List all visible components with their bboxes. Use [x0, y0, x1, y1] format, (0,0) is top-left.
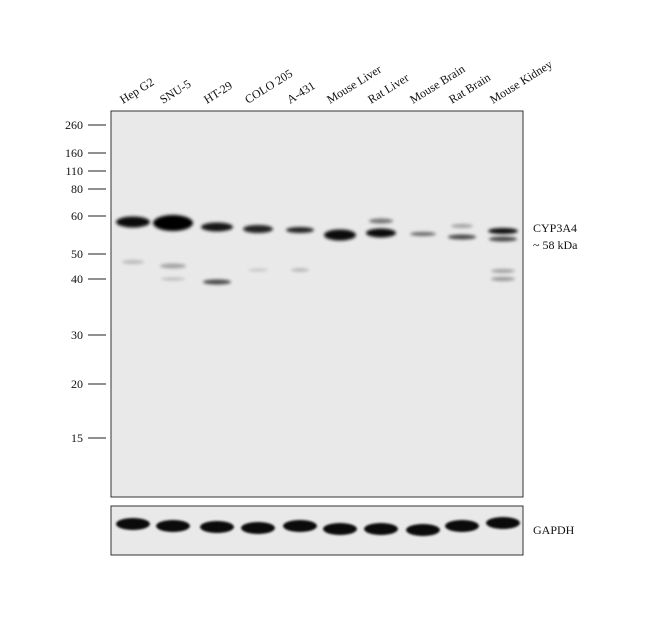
loading-control: GAPDH: [533, 523, 575, 537]
target-size: ~ 58 kDa: [533, 238, 578, 252]
band: [248, 268, 268, 272]
band: [116, 216, 150, 228]
band: [286, 227, 314, 233]
marker-label: 30: [71, 328, 83, 342]
band: [369, 218, 393, 224]
lane-label: Mouse Kidney: [487, 57, 555, 106]
gapdh-band: [406, 524, 440, 536]
band: [291, 268, 309, 272]
marker-label: 20: [71, 377, 83, 391]
marker-label: 50: [71, 247, 83, 261]
band: [451, 224, 473, 228]
gapdh-band: [486, 517, 520, 529]
lane-label: SNU-5: [157, 77, 193, 107]
band: [491, 277, 515, 281]
marker-label: 160: [65, 146, 83, 160]
target-name: CYP3A4: [533, 221, 577, 235]
gapdh-band: [116, 518, 150, 530]
band: [161, 277, 185, 281]
band: [160, 263, 186, 269]
marker-label: 40: [71, 272, 83, 286]
gapdh-band: [364, 523, 398, 535]
gapdh-band: [200, 521, 234, 533]
lane-label: HT-29: [201, 78, 235, 106]
marker-label: 15: [71, 431, 83, 445]
band: [488, 228, 518, 234]
band: [366, 228, 396, 238]
lane-label: Hep G2: [117, 75, 156, 107]
band: [324, 229, 356, 241]
band: [201, 222, 233, 232]
band: [243, 225, 273, 233]
bands: [116, 215, 520, 536]
gapdh-band: [241, 522, 275, 534]
gapdh-band: [156, 520, 190, 532]
marker-label: 260: [65, 118, 83, 132]
gapdh-band: [445, 520, 479, 532]
marker-label: 110: [65, 164, 83, 178]
band: [122, 260, 144, 264]
band: [410, 232, 436, 236]
main-blot: [110, 110, 524, 498]
band: [491, 269, 515, 273]
band: [489, 236, 517, 242]
marker-label: 60: [71, 209, 83, 223]
lane-label: A-431: [284, 78, 317, 106]
marker-label: 80: [71, 182, 83, 196]
band: [203, 279, 231, 285]
gapdh-band: [283, 520, 317, 532]
band: [448, 234, 476, 240]
gapdh-band: [323, 523, 357, 535]
band: [153, 215, 193, 231]
